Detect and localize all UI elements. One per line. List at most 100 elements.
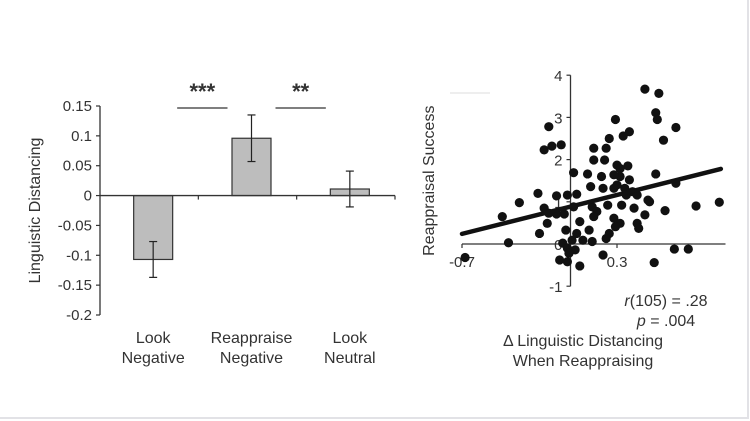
y-axis-label: Linguistic Distancing xyxy=(27,138,44,284)
data-point xyxy=(589,211,599,222)
data-point xyxy=(669,244,679,254)
data-point xyxy=(586,182,596,192)
data-point xyxy=(596,171,607,182)
y-tick-label: 2 xyxy=(554,153,562,170)
category-label: Negative xyxy=(220,350,283,367)
data-point xyxy=(640,210,650,220)
data-point xyxy=(658,135,669,145)
category-label: Reappraise xyxy=(211,330,293,347)
y-tick-label: 1 xyxy=(554,195,562,212)
data-point xyxy=(542,218,552,228)
significance-label: *** xyxy=(189,79,215,104)
category-label: Look xyxy=(136,330,172,347)
data-point xyxy=(601,143,611,153)
bar-chart: 0.15 0.1 0.05 0 -0.05 -0.1 -0.15 -0.2 Linguistic… xyxy=(27,79,396,367)
data-point xyxy=(551,191,562,201)
data-point xyxy=(623,161,633,171)
data-point xyxy=(601,233,611,244)
data-point xyxy=(539,145,549,155)
y-tick-label: 4 xyxy=(554,68,562,85)
data-point xyxy=(569,168,579,178)
data-point xyxy=(460,252,470,263)
data-point xyxy=(604,133,614,144)
data-point xyxy=(559,209,569,219)
data-point xyxy=(618,131,628,141)
data-point xyxy=(534,228,545,239)
data-point xyxy=(587,236,597,247)
data-point xyxy=(603,200,613,210)
p-symbol: p xyxy=(636,313,646,330)
data-point xyxy=(562,257,573,267)
regression-line xyxy=(459,166,724,237)
data-point xyxy=(649,257,659,268)
y-tick-label: 0 xyxy=(84,188,92,205)
data-point xyxy=(651,169,661,179)
data-point xyxy=(514,198,524,208)
data-point xyxy=(547,141,557,151)
data-point xyxy=(584,225,594,235)
y-tick-label: -0.05 xyxy=(58,217,92,234)
data-point xyxy=(612,180,622,190)
data-point xyxy=(629,203,639,213)
data-point xyxy=(589,155,599,165)
data-point xyxy=(572,189,582,199)
y-tick-label: -0.2 xyxy=(66,307,92,324)
x-axis-label: When Reappraising xyxy=(513,353,654,370)
y-axis-label: Reappraisal Success xyxy=(421,106,438,256)
p-value: = .004 xyxy=(646,313,695,330)
data-point xyxy=(544,122,554,132)
data-point xyxy=(556,140,566,150)
y-tick-label: 0.15 xyxy=(63,98,92,115)
data-point xyxy=(615,163,625,174)
y-tick-label: -1 xyxy=(549,279,562,296)
data-point xyxy=(691,201,701,211)
data-point xyxy=(555,255,565,265)
data-point xyxy=(567,235,577,245)
data-point xyxy=(624,175,635,185)
data-point xyxy=(497,211,507,222)
data-point xyxy=(564,248,574,258)
p-value-label: p = .004 xyxy=(636,313,695,330)
data-point xyxy=(572,228,582,239)
data-point xyxy=(589,143,599,153)
data-point xyxy=(575,217,585,227)
r-symbol: r xyxy=(624,293,630,310)
data-point xyxy=(671,122,681,133)
data-point xyxy=(561,225,571,235)
data-point xyxy=(640,84,650,94)
r-value: (105) = .28 xyxy=(630,293,708,310)
data-point xyxy=(634,223,644,233)
data-point xyxy=(598,250,608,260)
category-label: Look xyxy=(332,330,368,347)
x-tick-label: 0.3 xyxy=(607,254,628,271)
data-point xyxy=(578,235,588,245)
data-point xyxy=(562,190,573,200)
y-tick-label: 0 xyxy=(554,237,562,254)
significance-label: ** xyxy=(292,79,310,104)
data-point xyxy=(609,213,619,223)
data-point xyxy=(644,197,655,207)
data-point xyxy=(582,169,593,179)
data-point xyxy=(654,88,664,98)
data-point xyxy=(600,155,610,165)
data-point xyxy=(683,244,693,254)
data-point xyxy=(533,188,543,198)
category-label: Negative xyxy=(122,350,185,367)
data-point xyxy=(652,114,662,125)
data-point xyxy=(609,170,619,180)
correlation-label: r(105) = .28 xyxy=(624,293,707,310)
y-tick-label: -0.15 xyxy=(58,277,92,294)
y-tick-label: 0.05 xyxy=(63,158,92,175)
data-point xyxy=(503,238,514,248)
data-point xyxy=(660,206,670,216)
data-point xyxy=(598,183,608,193)
x-axis-label: Δ Linguistic Distancing xyxy=(503,333,663,350)
y-tick-label: -0.1 xyxy=(66,247,92,264)
category-label: Neutral xyxy=(324,350,376,367)
data-point xyxy=(575,261,585,271)
data-point xyxy=(610,114,621,125)
data-point xyxy=(617,200,627,210)
